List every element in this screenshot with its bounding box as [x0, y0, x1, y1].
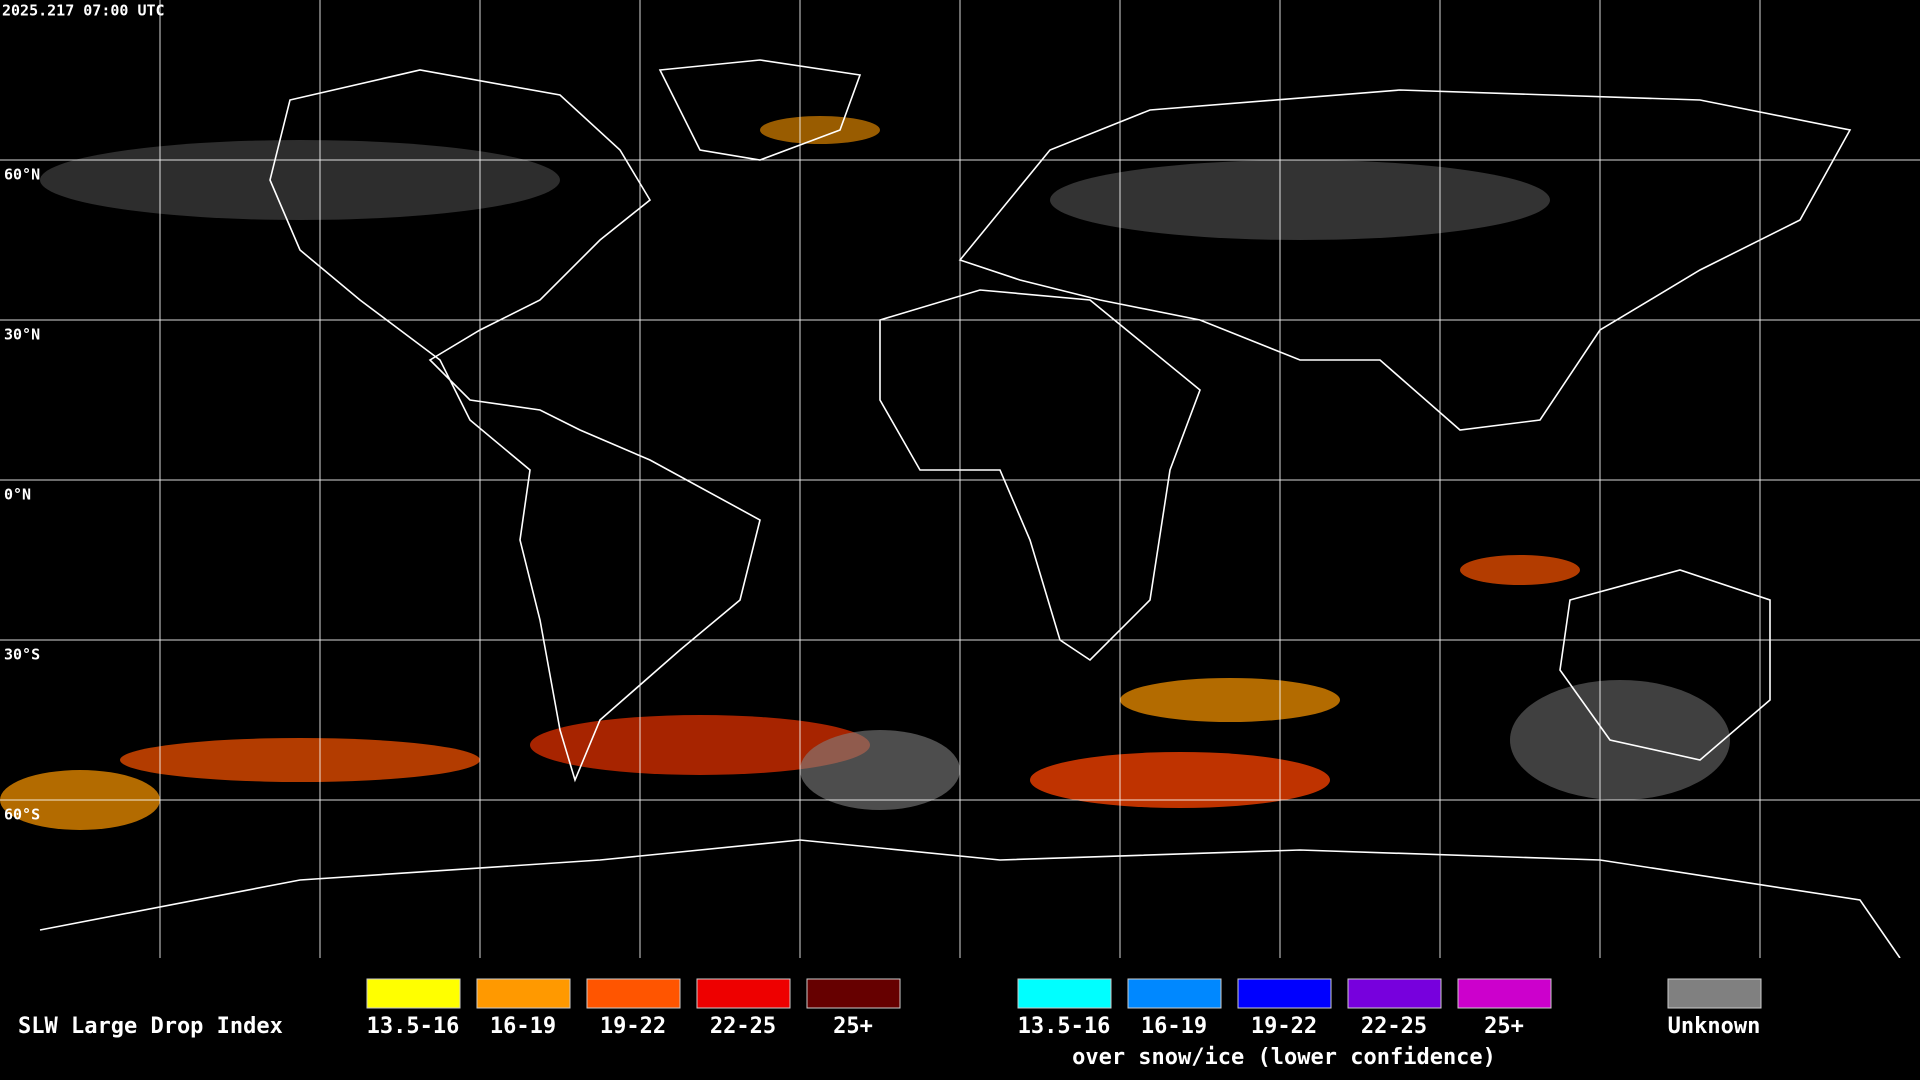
- lat-label: 60°S: [4, 806, 40, 824]
- legend-swatch: [1347, 978, 1442, 1009]
- lat-labels: 60°N 30°N 0°N 30°S 60°S: [4, 166, 40, 824]
- legend-note: over snow/ice (lower confidence): [1072, 1045, 1496, 1070]
- lat-label: 30°N: [4, 326, 40, 344]
- legend-label: 13.5-16: [1018, 1014, 1111, 1039]
- legend-swatch: [806, 978, 901, 1009]
- legend-label: Unknown: [1668, 1014, 1761, 1039]
- legend-label: 16-19: [490, 1014, 556, 1039]
- legend-swatch: [1457, 978, 1552, 1009]
- lat-label: 60°N: [4, 166, 40, 184]
- timestamp: 2025.217 07:00 UTC: [2, 2, 165, 20]
- legend-label: 22-25: [1361, 1014, 1427, 1039]
- legend-label: 13.5-16: [367, 1014, 460, 1039]
- lat-label: 30°S: [4, 646, 40, 664]
- cloud-field: [0, 116, 1730, 830]
- legend-label: 16-19: [1141, 1014, 1207, 1039]
- lat-label: 0°N: [4, 486, 31, 504]
- legend-swatch: [1017, 978, 1112, 1009]
- legend-swatch: [1667, 978, 1762, 1009]
- legend-title: SLW Large Drop Index: [18, 1014, 283, 1039]
- legend-label: 25+: [833, 1014, 873, 1039]
- legend-swatch: [366, 978, 461, 1009]
- legend: 13.5-16 16-19 19-22 22-25 25+ 13.5-16 16-19 19-…: [366, 978, 1762, 1070]
- legend-panel: [0, 958, 1920, 1080]
- legend-label: 19-22: [600, 1014, 666, 1039]
- legend-label: 25+: [1484, 1014, 1524, 1039]
- legend-label: 19-22: [1251, 1014, 1317, 1039]
- legend-label: 22-25: [710, 1014, 776, 1039]
- legend-swatch: [1127, 978, 1222, 1009]
- graticule: [0, 0, 1920, 958]
- legend-swatch: [696, 978, 791, 1009]
- legend-swatch: [476, 978, 571, 1009]
- legend-swatch: [586, 978, 681, 1009]
- legend-swatch: [1237, 978, 1332, 1009]
